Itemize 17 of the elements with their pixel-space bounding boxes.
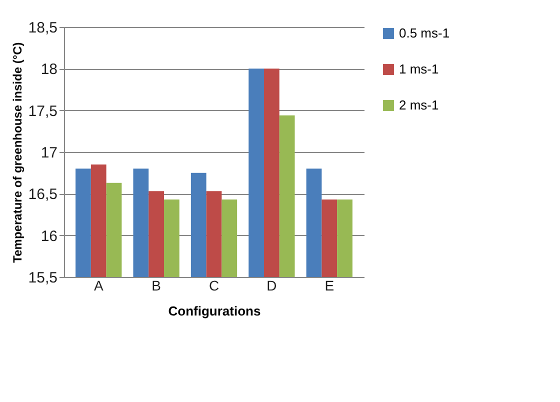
legend-label: 0.5 ms-1 <box>399 26 450 40</box>
y-tick-label: 18,5 <box>28 20 58 36</box>
y-tick-label: 16,5 <box>28 186 58 204</box>
y-tick-label: 17 <box>40 144 58 162</box>
legend-label: 2 ms-1 <box>399 98 439 112</box>
legend-label: 1 ms-1 <box>399 62 439 76</box>
y-tick-label: 17,5 <box>28 102 58 120</box>
x-tick-label: A <box>94 278 104 294</box>
y-tick-label: 18 <box>40 61 58 78</box>
x-tick-label: D <box>266 278 277 294</box>
y-tick-label: 16 <box>40 228 58 245</box>
x-tick-label: E <box>324 278 334 294</box>
y-axis-title: Temperature of greenhouse inside (°C) <box>10 42 24 263</box>
x-tick-label: B <box>152 278 161 294</box>
y-tick-label: 15,5 <box>28 270 58 286</box>
x-axis-title: Configurations <box>168 304 261 318</box>
x-tick-label: C <box>208 278 220 294</box>
